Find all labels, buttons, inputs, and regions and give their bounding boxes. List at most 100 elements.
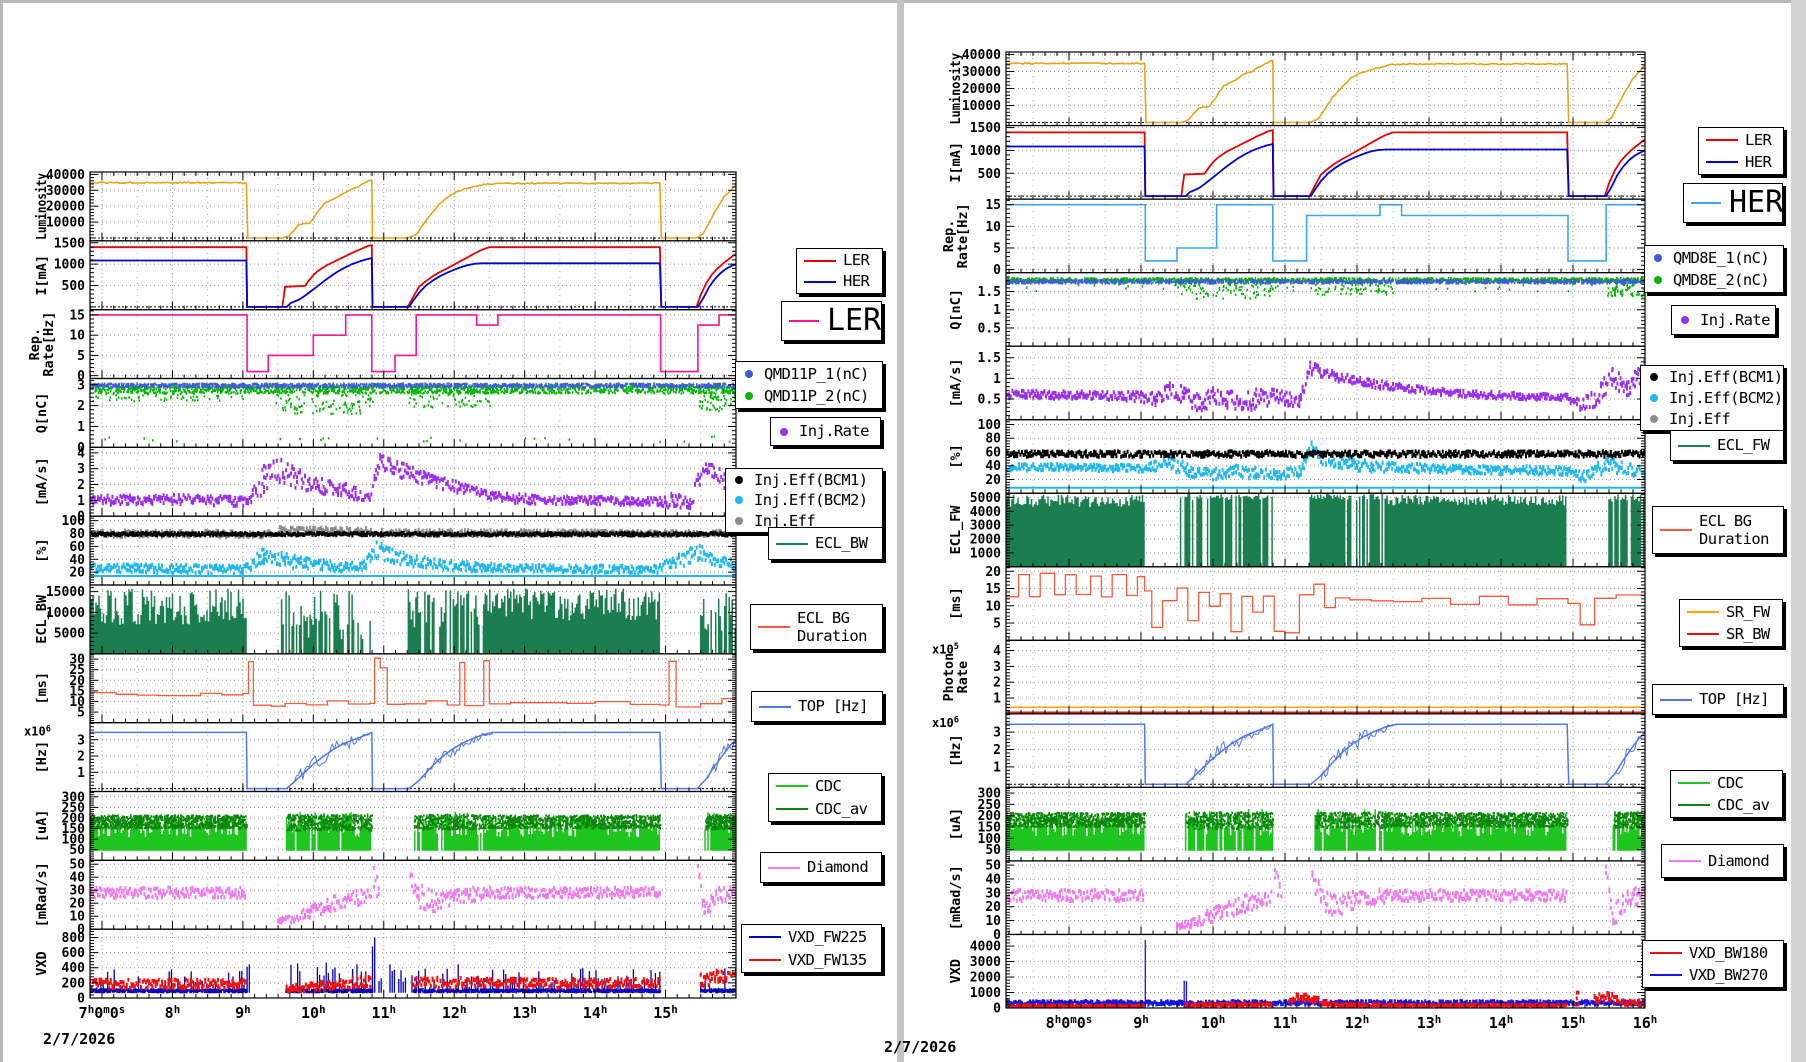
ytick-label: 10: [985, 220, 1001, 235]
legend-l-top: TOP [Hz]: [751, 691, 883, 722]
tick-marks: [1006, 714, 1646, 788]
axis-text: 12h: [442, 1003, 467, 1022]
ytick-label: 300: [62, 790, 86, 805]
legend-line-marker: [1678, 804, 1710, 806]
plot-frame: [1005, 345, 1646, 421]
axis-text: 15h: [653, 1003, 678, 1022]
plot-row-right-5: [1006, 440, 1645, 489]
series-HER: [1006, 142, 1645, 197]
legend-dot-marker: [735, 516, 743, 525]
legend-entry: QMD8E_1(nC): [1648, 247, 1780, 269]
ytick-label: 300: [978, 787, 1002, 802]
axis-text: 11h: [1273, 1013, 1298, 1032]
ytick-label: 3: [993, 660, 1001, 675]
plot-row-right-12: [1006, 939, 1645, 1009]
legend-line-marker: [759, 705, 791, 708]
series-TOP: [1006, 723, 1645, 786]
y-axis-title: Luminosity: [948, 53, 964, 125]
legend-label: ECL BG Duration: [797, 608, 867, 645]
ytick-label: 3: [77, 462, 85, 477]
series-VXD_BW270 spikes: [1144, 939, 1188, 1008]
series-HER: [90, 256, 736, 308]
y-axis-title: Rate[Hz]: [41, 312, 57, 377]
legend-label: SR_FW: [1726, 602, 1770, 621]
legend-label: HER: [1745, 152, 1772, 171]
legend-line-marker: [1650, 952, 1682, 954]
ytick-label: 10: [69, 910, 85, 925]
date-label-left: 2/7/2026: [43, 1030, 116, 1048]
y-axis-title: I[mA]: [34, 255, 50, 296]
ytick-label: 20: [985, 473, 1001, 488]
legend-label: LER: [827, 303, 882, 339]
ytick-label: 800: [62, 931, 86, 946]
ytick-label: 10: [69, 329, 85, 344]
legend-line-marker: [776, 807, 808, 810]
y-axis-title: [mA/s]: [948, 359, 964, 408]
tick-marks: [1006, 567, 1646, 641]
ytick-label: 40: [985, 459, 1001, 474]
legend-line-marker: [1706, 139, 1738, 141]
y-axis-title: Rate[Hz]: [955, 203, 971, 268]
legend-l-vxd: VXD_FW225 VXD_FW135: [741, 924, 882, 973]
ytick-label: 10000: [962, 99, 1001, 114]
series-Luminosity: [1006, 59, 1645, 124]
legend-entry: VXD_BW270: [1646, 964, 1780, 986]
legend-label: HER: [843, 272, 870, 291]
legend-entry: VXD_FW135: [745, 949, 878, 972]
date-label-right: 2/7/2026: [884, 1038, 957, 1056]
gridlines: [1006, 640, 1645, 714]
plot-frame: [1005, 933, 1646, 1009]
legend-dot-marker: [1681, 316, 1689, 324]
ytick-label: 200: [62, 811, 86, 826]
window-border-left: [0, 0, 3, 1062]
tick-marks: [89, 586, 737, 655]
legend-line-marker: [1650, 974, 1682, 976]
ytick-label: 40000: [962, 48, 1001, 63]
ytick-label: 3: [77, 733, 85, 748]
ytick-label: 50: [985, 843, 1001, 858]
legend-line-marker: [758, 626, 790, 628]
legend-entry: VXD_FW225: [745, 926, 878, 949]
legend-label: CDC: [815, 777, 842, 796]
ytick-label: 20: [69, 674, 85, 689]
ytick-label: 0: [77, 992, 85, 1007]
legend-line-marker: [1660, 698, 1692, 701]
axis-text: 9h: [235, 1003, 251, 1022]
series-VXD_FW225 band: [90, 988, 736, 994]
ytick-label: 30000: [46, 184, 85, 199]
legend-entry: CDC: [772, 775, 878, 798]
gridlines: [90, 653, 736, 723]
ytick-label: 20000: [962, 82, 1001, 97]
axis-text: 12h: [1345, 1013, 1370, 1032]
plot-row-left-2: [90, 314, 736, 373]
series-QMD11P_1(nC): [90, 382, 736, 389]
plot-row-right-3: [1006, 277, 1645, 300]
series-CDC: [90, 811, 736, 851]
legend-entry: TOP [Hz]: [755, 693, 879, 720]
legend-entry: CDC: [1674, 772, 1779, 794]
ytick-label: 80: [985, 432, 1001, 447]
tick-marks: [1006, 348, 1646, 421]
legend-line-marker: [1687, 633, 1719, 635]
legend-label: LER: [843, 251, 870, 270]
legend-dot-marker: [1650, 373, 1658, 382]
gridlines: [90, 309, 736, 379]
y-axis-title: [%]: [34, 538, 50, 562]
ytick-label: 10000: [46, 606, 85, 621]
legend-entry: Inj.Eff: [729, 511, 879, 531]
ytick-label: 50: [985, 859, 1001, 874]
tick-marks: [1006, 494, 1646, 568]
legend-label: LER: [1745, 130, 1772, 149]
legend-dot-marker: [735, 496, 743, 505]
legend-r-ecl: ECL_FW: [1670, 430, 1784, 461]
legend-l-dia: Diamond: [760, 852, 882, 883]
series-noisyline: [1320, 723, 1397, 781]
tick-marks: [1006, 272, 1646, 347]
tick-marks: [89, 310, 737, 379]
legend-line-marker: [1669, 860, 1701, 862]
ytick-label: 3000: [970, 955, 1001, 970]
legend-r-sr: SR_FW SR_BW: [1679, 599, 1783, 647]
ytick-label: 150: [62, 822, 86, 837]
legend-entry: HER: [800, 271, 879, 292]
legend-dot-marker: [1654, 254, 1662, 262]
